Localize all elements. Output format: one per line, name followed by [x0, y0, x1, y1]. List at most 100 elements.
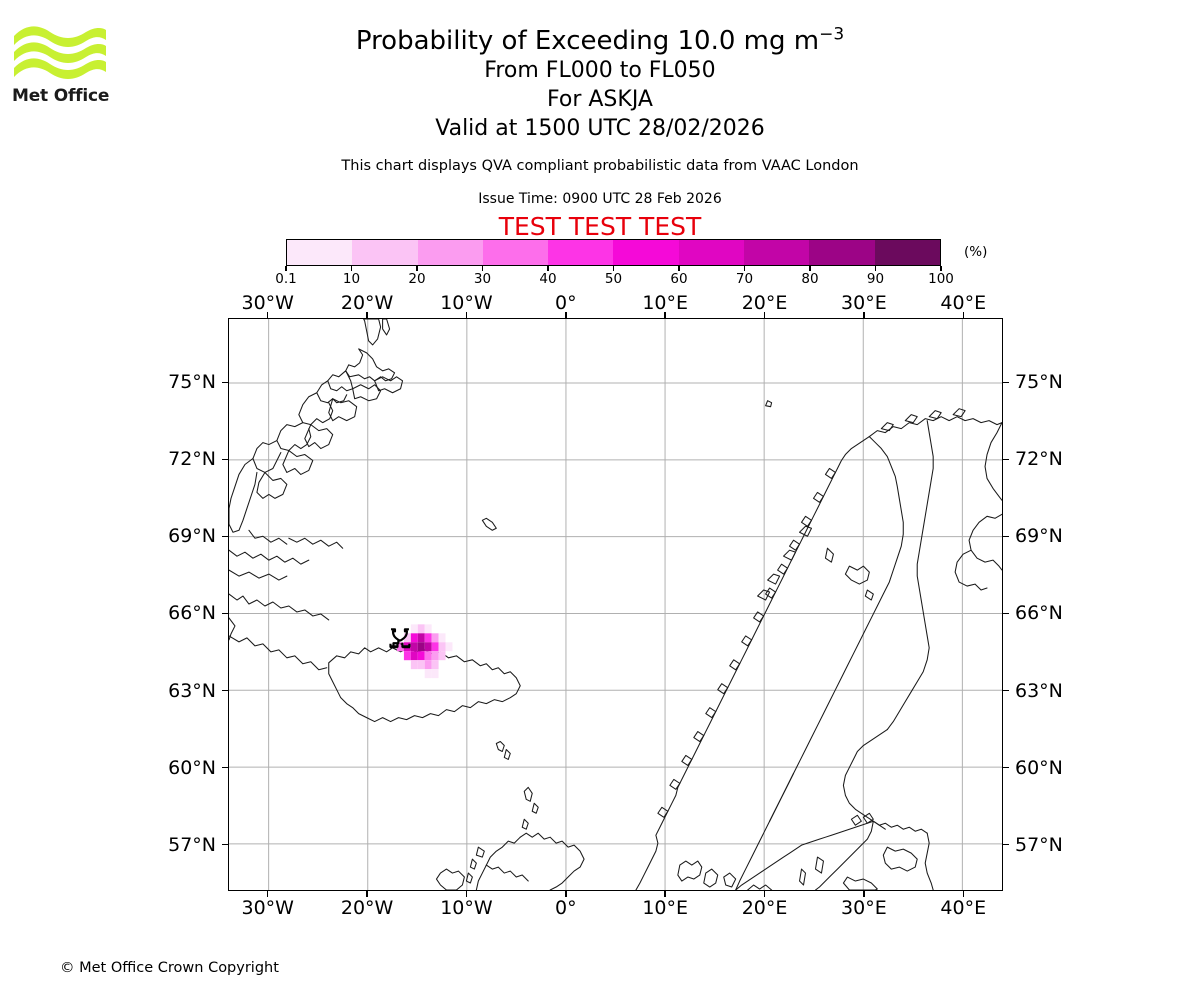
copyright-notice: © Met Office Crown Copyright — [60, 960, 279, 976]
lon-axis-label-bottom-20°E: 20°E — [741, 897, 788, 919]
page-title-text: Probability of Exceeding 10.0 mg m — [355, 26, 820, 56]
colorbar-segment-8 — [809, 240, 875, 265]
colorbar-tick-40 — [547, 266, 549, 271]
met-office-logo-text: Met Office — [12, 86, 110, 106]
ash-cell — [424, 651, 432, 661]
lat-axis-tick-left-66°N — [222, 612, 228, 615]
coastline-layer — [229, 319, 1002, 890]
ash-cell — [431, 660, 439, 670]
lon-axis-tick-bottom-20°E — [763, 891, 766, 897]
lat-axis-tick-right-60°N — [1003, 766, 1009, 769]
lon-axis-label-top-40°E: 40°E — [940, 292, 987, 314]
met-office-wave-icon — [14, 26, 106, 79]
flight-level-subtitle: From FL000 to FL050 — [484, 58, 716, 83]
colorbar-tick-80 — [809, 266, 811, 271]
lon-axis-tick-top-10°W — [465, 312, 468, 318]
volcano-marker-askja — [389, 628, 411, 649]
colorbar-unit-label: (%) — [964, 244, 988, 260]
lat-axis-label-right-69°N: 69°N — [1015, 525, 1063, 548]
volcano-marker-layer — [389, 628, 411, 649]
colorbar-tick-label-80: 80 — [801, 271, 819, 287]
lon-axis-tick-bottom-0° — [565, 891, 567, 897]
page-title-exponent: −3 — [819, 24, 845, 45]
ash-cell — [431, 633, 439, 643]
lon-axis-label-bottom-10°W: 10°W — [440, 897, 493, 919]
lat-axis-tick-left-75°N — [222, 381, 228, 383]
lon-axis-tick-bottom-10°E — [664, 891, 666, 897]
colorbar-tick-0.1 — [285, 266, 287, 271]
ash-cell — [410, 624, 418, 634]
ash-cell — [424, 633, 432, 643]
lat-axis-label-right-72°N: 72°N — [1015, 448, 1063, 471]
colorbar-segment-7 — [744, 240, 810, 265]
lon-axis-label-bottom-40°E: 40°E — [940, 897, 987, 919]
colorbar-tick-label-100: 100 — [928, 271, 954, 287]
colorbar-tick-label-50: 50 — [604, 271, 623, 287]
ash-cell — [417, 642, 425, 652]
lon-axis-label-bottom-10°E: 10°E — [642, 897, 689, 919]
lat-axis-tick-right-63°N — [1003, 689, 1009, 692]
colorbar-tick-label-20: 20 — [408, 271, 426, 287]
ash-cell — [424, 669, 432, 679]
chart-header: Probability of Exceeding 10.0 mg m−3 Fro… — [0, 0, 1200, 241]
qva-note: This chart displays QVA compliant probab… — [341, 158, 859, 174]
ash-cell — [410, 642, 418, 652]
lat-axis-tick-left-60°N — [222, 766, 228, 769]
colorbar-segment-3 — [482, 240, 549, 265]
lon-axis-tick-bottom-30°E — [863, 891, 865, 897]
map-frame — [228, 318, 1003, 891]
map-gridlines — [229, 319, 1002, 890]
issue-time: Issue Time: 0900 UTC 28 Feb 2026 — [478, 191, 722, 207]
lon-axis-tick-bottom-40°E — [962, 891, 964, 897]
ash-cell — [410, 633, 418, 643]
colorbar-tick-label-10: 10 — [342, 271, 361, 287]
page-title: Probability of Exceeding 10.0 mg m−3 — [0, 26, 1200, 56]
lat-axis-label-left-75°N: 75°N — [168, 371, 216, 394]
ash-cell — [417, 660, 425, 670]
lat-axis-tick-right-57°N — [1003, 844, 1009, 846]
lon-axis-tick-bottom-10°W — [465, 891, 468, 897]
lon-axis-tick-top-20°W — [366, 312, 368, 318]
colorbar-tick-100 — [940, 266, 942, 271]
colorbar-segment-6 — [678, 240, 745, 265]
ash-cell — [410, 660, 418, 670]
volcano-subtitle: For ASKJA — [547, 87, 653, 112]
ash-cell — [403, 633, 411, 643]
ash-cell — [424, 642, 432, 652]
probability-colorbar: 0.1 10 20 30 40 50 60 70 80 90 100 (%) — [275, 239, 987, 289]
lon-axis-tick-bottom-30°W — [267, 891, 269, 897]
ash-cell — [431, 651, 439, 661]
lat-axis-label-left-69°N: 69°N — [168, 525, 216, 548]
colorbar-segment-9 — [874, 240, 940, 265]
lat-axis-label-left-57°N: 57°N — [168, 833, 216, 856]
met-office-logo: Met Office — [12, 22, 122, 114]
colorbar-tick-90 — [874, 266, 877, 271]
ash-cell — [417, 633, 425, 643]
colorbar-tick-label-30: 30 — [473, 271, 492, 287]
lon-axis-tick-top-10°E — [664, 312, 666, 318]
colorbar-tick-70 — [743, 266, 746, 271]
ash-cell — [424, 660, 432, 670]
colorbar-segment-4 — [548, 240, 614, 265]
lon-axis-label-top-0°: 0° — [555, 292, 577, 314]
colorbar-tick-label-60: 60 — [670, 271, 688, 287]
lon-axis-tick-top-0° — [565, 312, 567, 318]
colorbar-tick-30 — [481, 266, 484, 271]
lon-axis-label-top-10°W: 10°W — [440, 292, 493, 314]
colorbar-tick-axis: 0.1 10 20 30 40 50 60 70 80 90 100 — [275, 266, 954, 288]
test-banner: TEST TEST TEST — [498, 212, 702, 241]
lat-axis-tick-right-69°N — [1003, 535, 1009, 538]
lat-axis-tick-left-69°N — [222, 535, 228, 538]
lon-axis-label-bottom-0°: 0° — [555, 897, 577, 919]
lon-axis-label-top-10°E: 10°E — [642, 292, 689, 314]
ash-probability-layer — [396, 624, 453, 679]
colorbar-tick-60 — [678, 266, 680, 271]
lon-axis-tick-top-40°E — [962, 312, 964, 318]
valid-time-subtitle: Valid at 1500 UTC 28/02/2026 — [435, 116, 765, 141]
ash-cell — [445, 642, 453, 652]
lat-axis-tick-right-75°N — [1003, 381, 1009, 383]
colorbar-segment-5 — [613, 240, 679, 265]
lat-axis-label-left-66°N: 66°N — [168, 602, 216, 625]
lat-axis-label-left-72°N: 72°N — [168, 448, 216, 471]
lat-axis-tick-left-63°N — [222, 689, 228, 692]
